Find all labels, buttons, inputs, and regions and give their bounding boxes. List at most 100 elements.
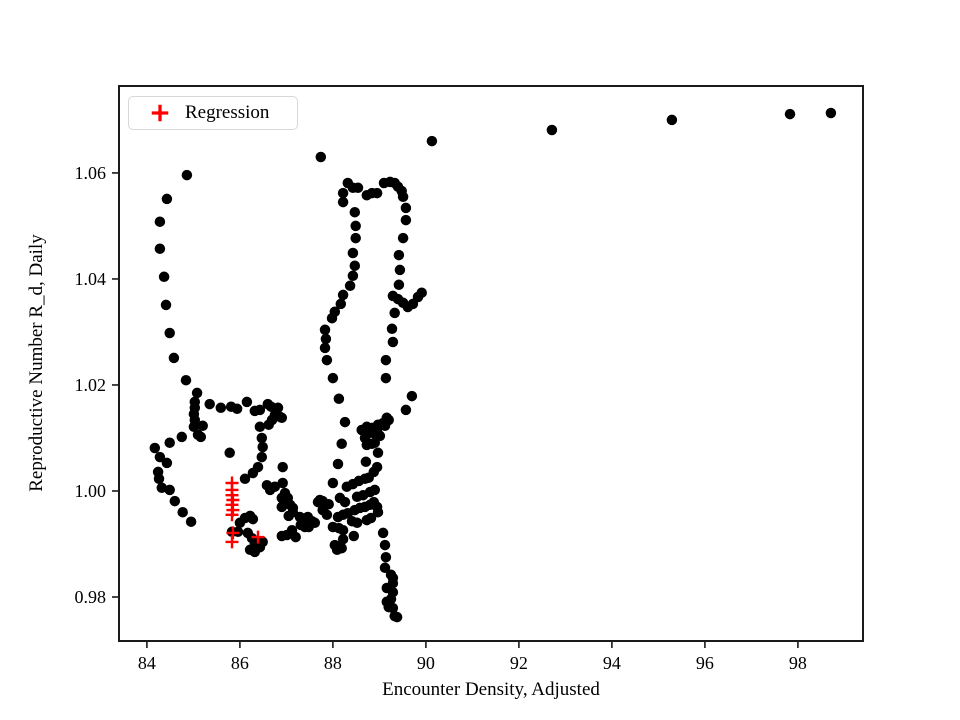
data-point [185,516,197,527]
data-point [333,393,345,405]
y-tick-label: 0.98 [75,587,107,607]
data-point [319,342,331,354]
data-point [389,307,400,319]
data-point [332,458,344,470]
data-point [393,249,405,261]
data-point [164,484,175,496]
x-axis-label: Encounter Density, Adjusted [382,679,600,700]
data-point [276,501,288,513]
data-point [825,107,837,119]
data-point [335,298,347,310]
data-point [416,287,427,298]
data-point [231,403,243,415]
data-point [347,270,359,282]
data-point [197,420,208,432]
data-point [348,530,360,542]
data-point [269,481,281,492]
data-point [168,352,180,364]
data-point [254,421,266,433]
data-point [249,546,261,558]
data-point [369,437,381,448]
data-point [154,243,166,254]
data-point [327,521,339,533]
data-point [350,220,361,232]
data-point [156,482,168,494]
data-point [321,354,333,366]
data-point [339,416,351,428]
data-point [346,515,358,527]
y-tick-label: 1.06 [75,163,107,183]
data-point [180,374,192,386]
data-point [371,187,383,199]
data-point [169,495,181,507]
y-tick-label: 1.04 [75,269,107,289]
data-point [397,191,409,203]
regression-point [225,508,239,522]
regression-point [225,535,239,549]
data-point [326,312,338,324]
data-point [319,324,331,336]
data-point [349,260,361,271]
data-point [336,438,347,450]
data-point [360,456,372,468]
data-point [666,114,678,126]
data-point [400,202,412,214]
regression-plus-marker-icon [147,102,173,124]
y-axis-label: Reproductive Number R_d, Daily [26,234,47,492]
data-point [247,513,259,525]
data-point [327,477,339,489]
data-point [256,451,268,463]
data-point [386,323,398,335]
data-point [204,398,215,410]
data-point [397,232,409,244]
data-point [406,390,418,402]
regression-point [251,530,265,544]
data-point [195,431,207,443]
data-point [387,602,399,614]
data-point [247,467,259,479]
data-point [177,506,188,518]
data-point [387,336,399,348]
data-point [241,396,253,408]
data-point [350,232,361,244]
data-point [154,216,166,227]
data-point [158,271,170,283]
data-point [337,196,349,208]
data-point [224,447,235,459]
data-point [309,517,321,529]
x-tick-label: 88 [324,653,342,673]
data-point [176,431,188,443]
data-point [164,437,175,448]
data-point [361,439,373,451]
data-point [380,551,392,563]
data-point [363,472,374,483]
data-point [277,477,288,489]
data-point [276,412,288,424]
data-point [283,510,294,522]
data-point [277,461,288,473]
data-point [154,451,166,463]
data-point [372,447,384,459]
data-point [149,442,161,454]
x-tick-label: 90 [417,653,435,673]
data-point [365,512,377,524]
x-tick-label: 98 [789,653,807,673]
data-point [337,533,349,545]
x-tick-label: 92 [510,653,528,673]
data-point [352,182,364,194]
data-point [369,484,381,496]
data-point [215,402,227,414]
data-point [394,264,406,276]
legend-label: Regression [185,102,270,123]
data-point [337,289,349,301]
data-point [400,404,412,416]
data-point [347,478,359,490]
data-point [320,333,332,345]
data-point [380,372,392,384]
data-point [256,432,268,444]
x-tick-label: 84 [138,653,156,673]
data-point [321,509,333,521]
data-point [364,426,376,438]
